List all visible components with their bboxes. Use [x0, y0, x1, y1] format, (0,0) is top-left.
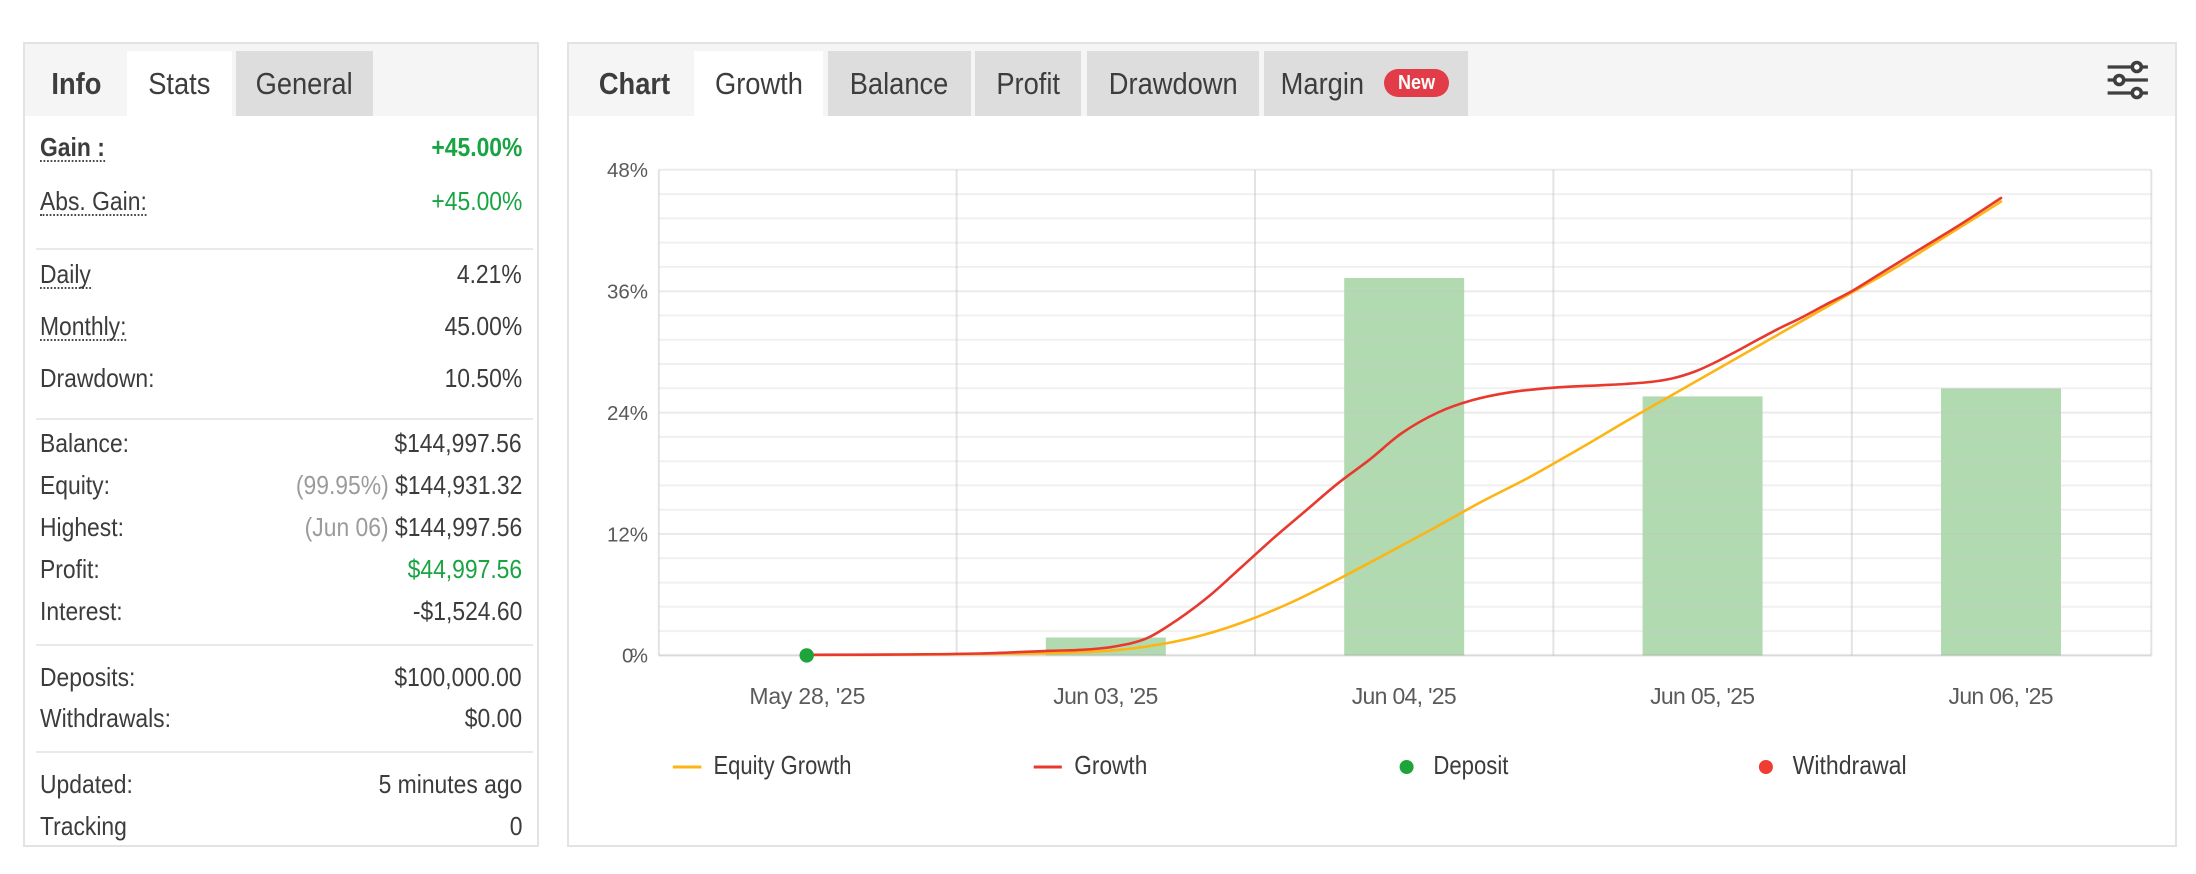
svg-text:24%: 24%: [607, 402, 648, 425]
svg-text:12%: 12%: [607, 523, 648, 546]
svg-text:Withdrawal: Withdrawal: [1793, 750, 1907, 780]
svg-text:Deposit: Deposit: [1433, 750, 1509, 780]
svg-text:Growth: Growth: [1074, 750, 1147, 780]
svg-text:48%: 48%: [607, 159, 648, 182]
svg-text:May 28, '25: May 28, '25: [749, 683, 865, 709]
svg-text:Jun 05, '25: Jun 05, '25: [1650, 683, 1755, 709]
svg-text:0%: 0%: [622, 645, 648, 668]
svg-text:Jun 06, '25: Jun 06, '25: [1949, 683, 2054, 709]
svg-text:Jun 04, '25: Jun 04, '25: [1352, 683, 1457, 709]
svg-text:36%: 36%: [607, 281, 648, 304]
svg-text:Equity Growth: Equity Growth: [714, 750, 852, 780]
svg-text:Jun 03, '25: Jun 03, '25: [1053, 683, 1158, 709]
